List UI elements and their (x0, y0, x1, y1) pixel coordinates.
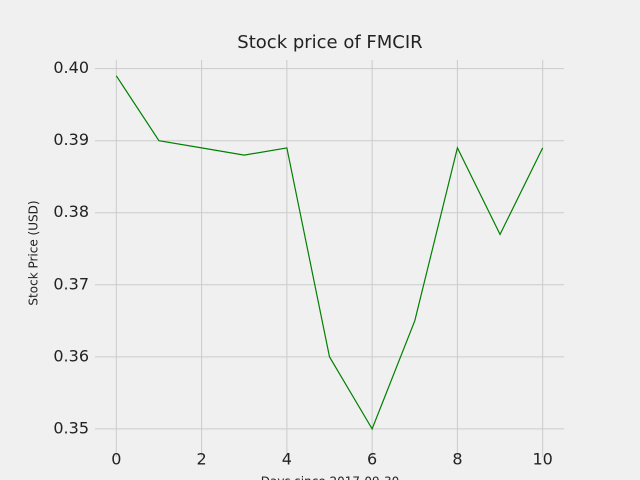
x-axis-label: Days since 2017-09-30 (261, 475, 400, 480)
y-tick-label: 0.35 (53, 418, 89, 437)
x-tick-label: 6 (367, 450, 377, 469)
line-series (115, 75, 544, 431)
y-tick-label: 0.39 (53, 130, 89, 149)
y-tick-label: 0.38 (53, 202, 89, 221)
x-tick-label: 2 (196, 450, 206, 469)
x-tick-label: 10 (533, 450, 553, 469)
x-tick-label: 4 (282, 450, 292, 469)
y-axis-label: Stock Price (USD) (27, 200, 41, 305)
y-tick-label: 0.36 (53, 346, 89, 365)
y-tick-label: 0.37 (53, 274, 89, 293)
x-tick-label: 0 (111, 450, 121, 469)
y-tick-label: 0.40 (53, 58, 89, 77)
chart-title: Stock price of FMCIR (237, 32, 422, 53)
x-tick-label: 8 (452, 450, 462, 469)
